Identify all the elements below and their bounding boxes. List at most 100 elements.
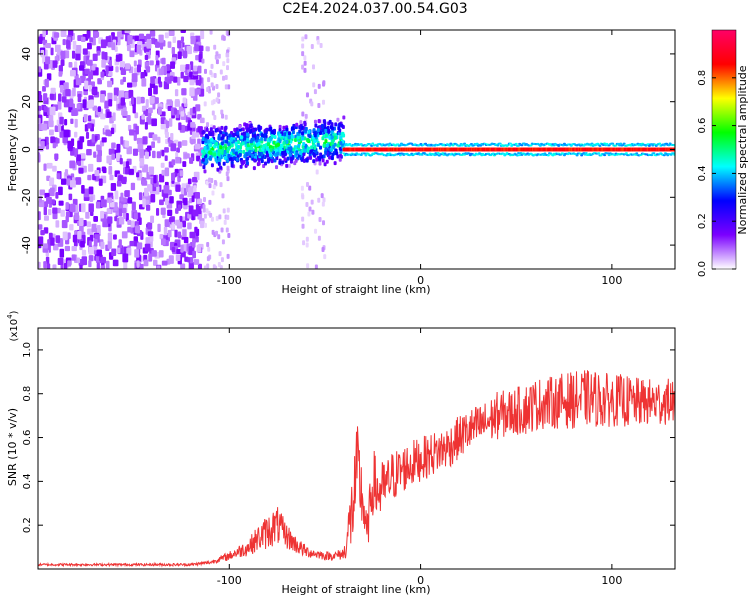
- spectrogram-cell: [63, 82, 68, 90]
- spectrogram-cell: [160, 66, 164, 75]
- spectrogram-cell: [203, 145, 207, 150]
- spectrogram-cell: [112, 112, 116, 121]
- spectrogram-cell: [108, 60, 112, 67]
- x-tick-label: 0: [417, 574, 424, 587]
- spectrogram-cell: [81, 249, 87, 256]
- spectrogram-cell: [188, 198, 193, 204]
- spectrogram-cell: [114, 46, 118, 52]
- spectrogram-cell: [317, 103, 321, 109]
- spectrogram-cell: [321, 201, 325, 207]
- spectrogram-cell: [144, 187, 149, 197]
- spectrogram-cell: [305, 182, 309, 188]
- spectrogram-cell: [52, 142, 57, 149]
- spectrogram-cell: [219, 130, 223, 135]
- spectrogram-cell: [281, 160, 285, 165]
- spectrogram-cell: [226, 214, 230, 220]
- spectrogram-cell: [54, 32, 60, 38]
- spectrogram-cell: [209, 156, 213, 161]
- spectrogram-cell: [133, 212, 138, 220]
- spectrogram-cell: [132, 105, 136, 114]
- spectrogram-cell: [116, 180, 122, 187]
- spectrogram-cell: [44, 192, 50, 199]
- spectrogram-cell: [69, 98, 74, 108]
- spectrogram-cell: [506, 144, 510, 147]
- spectrogram-cell: [107, 208, 112, 214]
- spectrogram-cell: [519, 152, 523, 155]
- spectrogram-cell: [330, 130, 334, 135]
- spectrogram-cell: [196, 244, 202, 253]
- spectrogram-cell: [124, 140, 130, 148]
- y-tick-label: 20: [20, 95, 33, 109]
- spectrogram-cell: [136, 64, 142, 73]
- spectrogram-cell: [187, 222, 192, 230]
- snr-series-line: [38, 370, 675, 568]
- spectrogram-cell: [127, 219, 132, 226]
- spectrogram-cell: [55, 220, 60, 228]
- spectrogram-cell: [219, 69, 223, 75]
- spectrogram-cell: [217, 135, 221, 140]
- spectrogram-cell: [282, 125, 286, 130]
- spectrogram-cell: [605, 142, 609, 145]
- spectrogram-cell: [295, 122, 299, 127]
- spectrogram-cell: [57, 101, 62, 110]
- spectrogram-cell: [176, 248, 182, 254]
- spectrogram-cell: [320, 119, 324, 125]
- snr-ticks: -100 0 100 0.2 0.4 0.6 0.8 1.0: [22, 328, 675, 587]
- spectrogram-cell: [203, 213, 207, 219]
- spectrogram-cell: [177, 231, 182, 239]
- spectrogram-cell: [136, 242, 143, 250]
- spectrogram-cell: [189, 87, 195, 97]
- spectrogram-cell: [246, 146, 250, 151]
- spectrogram-cell: [220, 257, 224, 263]
- spectrogram-cell: [94, 170, 100, 177]
- spectrogram-cell: [217, 152, 221, 157]
- spectrogram-cell: [190, 122, 196, 128]
- spectrogram-cell: [151, 250, 157, 257]
- spectrogram-cell: [639, 144, 643, 147]
- spectrogram-cell: [370, 154, 374, 157]
- spectrogram-cell: [223, 155, 227, 160]
- spectrogram-cell: [88, 255, 94, 262]
- spectrogram-cell: [647, 144, 651, 147]
- spectrogram-cell: [127, 197, 133, 204]
- spectrogram-cell: [50, 237, 55, 246]
- spectrogram-cells: [38, 30, 675, 269]
- spectrogram-cell: [289, 139, 293, 144]
- spectrogram-cell: [314, 264, 318, 269]
- spectrogram-cell: [145, 99, 149, 108]
- spectrogram-cell: [115, 66, 119, 73]
- spectrogram-cell: [304, 113, 308, 119]
- spectrogram-cell: [517, 152, 521, 155]
- spectrogram-cell: [96, 154, 102, 163]
- spectrogram-cell: [46, 263, 51, 269]
- spectrogram-cell: [182, 229, 187, 237]
- spectrogram-cell: [238, 124, 242, 129]
- spectrogram-cell: [109, 174, 114, 181]
- spectrogram-cell: [122, 111, 128, 117]
- spectrogram-cell: [139, 263, 144, 269]
- spectrogram-cell: [221, 135, 225, 140]
- spectrogram-cell: [197, 65, 202, 74]
- spectrogram-cell: [133, 80, 138, 87]
- spectrogram-cell: [217, 92, 221, 98]
- spectrogram-cell: [110, 182, 117, 192]
- spectrogram-cell: [75, 45, 82, 54]
- spectrogram-cell: [57, 124, 62, 133]
- spectrogram-cell: [74, 131, 78, 138]
- y-tick-label: 40: [20, 47, 33, 61]
- spectrogram-cell: [76, 103, 81, 110]
- spectrogram-cell: [45, 56, 51, 65]
- spectrogram-cell: [93, 151, 97, 158]
- spectrogram-cell: [448, 144, 452, 147]
- spectrogram-cell: [43, 106, 48, 113]
- spectrogram-cell: [246, 132, 250, 137]
- spectrogram-cell: [341, 131, 345, 136]
- spectrogram-cell: [89, 234, 94, 242]
- spectrogram-cell: [87, 42, 92, 50]
- spectrogram-cell: [301, 64, 305, 70]
- spectrogram-cell: [336, 154, 340, 159]
- spectrogram-cell: [269, 147, 273, 152]
- spectrogram-cell: [127, 35, 133, 45]
- spectrogram-cell: [317, 119, 321, 124]
- spectrogram-cell: [48, 115, 54, 122]
